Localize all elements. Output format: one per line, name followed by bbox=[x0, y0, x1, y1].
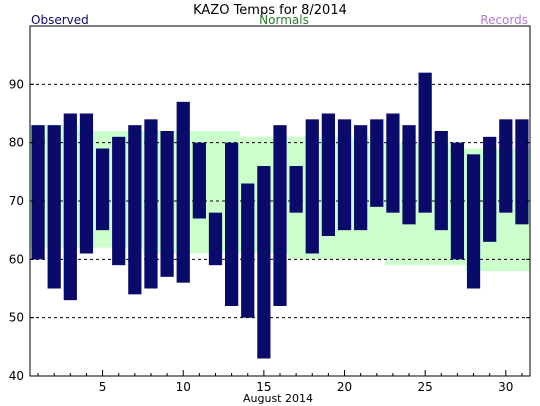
observed-bar-30 bbox=[499, 119, 513, 213]
y-tick-label-40: 40 bbox=[9, 369, 24, 383]
chart-title: KAZO Temps for 8/2014 bbox=[193, 3, 347, 18]
y-tick-label-60: 60 bbox=[9, 252, 24, 266]
legend-observed: Observed bbox=[31, 13, 89, 27]
observed-bar-11 bbox=[192, 142, 206, 219]
observed-bar-9 bbox=[160, 131, 174, 277]
observed-bar-12 bbox=[208, 212, 223, 266]
observed-bar-14 bbox=[241, 183, 255, 318]
legend-normals: Normals bbox=[259, 13, 309, 27]
observed-bar-15 bbox=[257, 166, 271, 359]
observed-bar-17 bbox=[289, 166, 303, 213]
x-tick-label-25: 25 bbox=[418, 380, 433, 394]
observed-bar-26 bbox=[434, 131, 448, 231]
y-tick-label-70: 70 bbox=[9, 194, 24, 208]
observed-bar-29 bbox=[483, 136, 497, 242]
x-tick-label-30: 30 bbox=[498, 380, 513, 394]
observed-bar-5 bbox=[95, 148, 110, 231]
observed-bar-1 bbox=[31, 125, 45, 260]
x-tick-label-10: 10 bbox=[176, 380, 191, 394]
observed-bar-10 bbox=[176, 101, 190, 283]
observed-bar-7 bbox=[128, 125, 142, 295]
x-axis-label: August 2014 bbox=[243, 392, 313, 405]
x-tick-label-20: 20 bbox=[337, 380, 352, 394]
observed-bar-24 bbox=[402, 125, 416, 225]
observed-bar-4 bbox=[79, 113, 94, 254]
observed-bar-2 bbox=[47, 125, 61, 289]
observed-bar-16 bbox=[273, 125, 287, 307]
y-tick-label-50: 50 bbox=[9, 311, 24, 325]
x-tick-label-15: 15 bbox=[256, 380, 271, 394]
plot-area: 40 50 60 70 80 90 5 10 15 20 25 30 bbox=[9, 25, 531, 394]
observed-bar-28 bbox=[466, 154, 481, 289]
observed-bar-27 bbox=[450, 142, 465, 260]
observed-bar-13 bbox=[225, 142, 239, 306]
observed-bar-3 bbox=[63, 113, 77, 301]
y-tick-label-80: 80 bbox=[9, 136, 24, 150]
observed-bar-20 bbox=[337, 119, 352, 231]
observed-bar-21 bbox=[354, 125, 368, 231]
observed-bar-8 bbox=[144, 119, 158, 289]
y-tick-label-90: 90 bbox=[9, 77, 24, 91]
observed-bar-6 bbox=[112, 136, 126, 266]
observed-bar-25 bbox=[418, 72, 432, 213]
observed-bar-18 bbox=[305, 119, 319, 254]
x-tick-label-5: 5 bbox=[99, 380, 107, 394]
observed-bar-31 bbox=[515, 119, 529, 225]
observed-bar-19 bbox=[321, 113, 335, 236]
legend-records: Records bbox=[480, 13, 528, 27]
observed-bar-22 bbox=[370, 119, 384, 207]
observed-bar-23 bbox=[386, 113, 400, 213]
